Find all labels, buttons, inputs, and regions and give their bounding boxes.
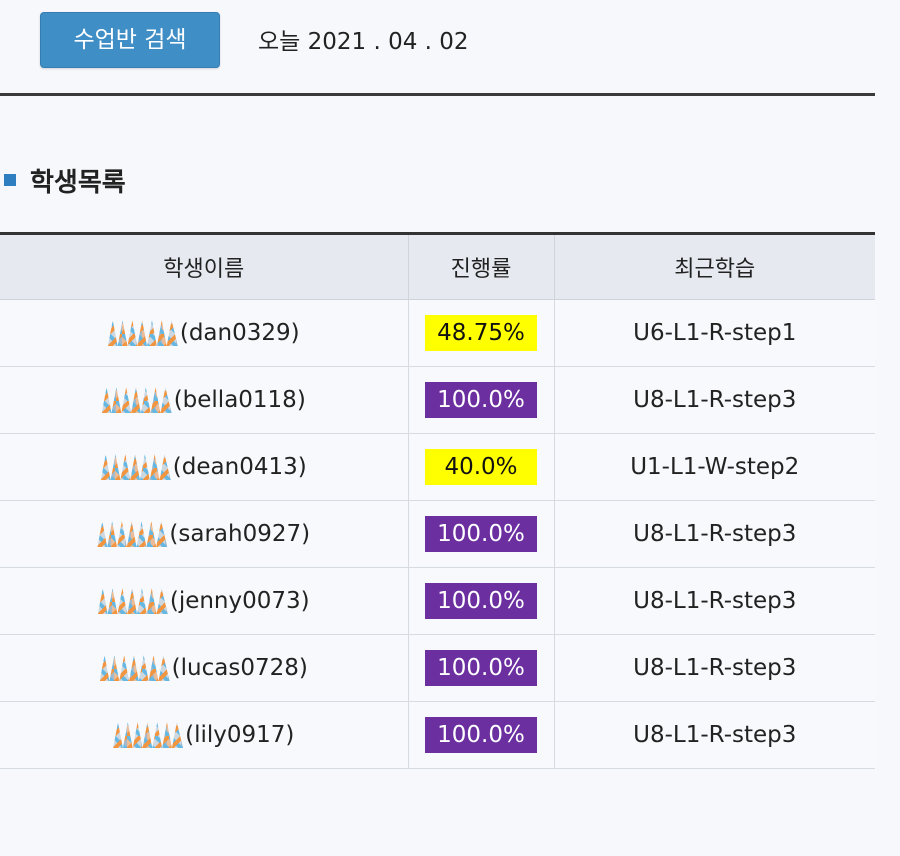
- student-id: (lily0917): [185, 721, 295, 748]
- student-id: (lucas0728): [171, 654, 308, 681]
- section-title: 학생목록: [30, 167, 126, 198]
- progress-cell: 100.0%: [408, 500, 555, 568]
- top-bar: 수업반 검색 오늘 2021 . 04 . 02: [0, 0, 900, 95]
- progress-cell: 40.0%: [408, 433, 555, 501]
- progress-badge: 48.75%: [425, 315, 537, 351]
- recent-study-cell: U8-L1-R-step3: [554, 701, 875, 769]
- class-search-button[interactable]: 수업반 검색: [40, 12, 220, 68]
- student-name-cell[interactable]: (bella0118): [0, 366, 409, 434]
- student-name-cell[interactable]: (dan0329): [0, 299, 409, 367]
- progress-badge: 100.0%: [425, 650, 537, 686]
- table-row[interactable]: (jenny0073) 100.0% U8-L1-R-step3: [0, 567, 875, 635]
- progress-cell: 48.75%: [408, 299, 555, 367]
- progress-badge: 100.0%: [425, 382, 537, 418]
- student-name-cell[interactable]: (lucas0728): [0, 634, 409, 702]
- column-header-progress: 진행률: [408, 233, 555, 300]
- recent-study-cell: U8-L1-R-step3: [554, 567, 875, 635]
- masked-name-icon: [97, 588, 168, 615]
- student-id: (bella0118): [173, 386, 306, 413]
- masked-name-icon: [97, 521, 168, 548]
- masked-name-icon: [101, 387, 172, 414]
- student-name-cell[interactable]: (sarah0927): [0, 500, 409, 568]
- masked-name-icon: [107, 320, 178, 347]
- masked-name-icon: [99, 655, 170, 682]
- table-row[interactable]: (dan0329) 48.75% U6-L1-R-step1: [0, 299, 875, 367]
- table-row[interactable]: (lucas0728) 100.0% U8-L1-R-step3: [0, 634, 875, 702]
- progress-badge: 100.0%: [425, 583, 537, 619]
- today-date: 오늘 2021 . 04 . 02: [258, 29, 469, 55]
- progress-cell: 100.0%: [408, 567, 555, 635]
- student-name-cell[interactable]: (lily0917): [0, 701, 409, 769]
- table-header-row: 학생이름 진행률 최근학습: [0, 233, 875, 300]
- recent-study-cell: U8-L1-R-step3: [554, 366, 875, 434]
- column-header-recent-study: 최근학습: [554, 233, 875, 300]
- student-table: 학생이름 진행률 최근학습 (dan0329) 48.75% U6-L1-R-ste…: [0, 232, 875, 769]
- student-list-heading: 학생목록: [0, 160, 126, 200]
- table-row[interactable]: (bella0118) 100.0% U8-L1-R-step3: [0, 366, 875, 434]
- recent-study-cell: U6-L1-R-step1: [554, 299, 875, 367]
- recent-study-cell: U8-L1-R-step3: [554, 500, 875, 568]
- table-row[interactable]: (lily0917) 100.0% U8-L1-R-step3: [0, 701, 875, 769]
- column-header-student-name: 학생이름: [0, 233, 409, 300]
- student-name-cell[interactable]: (dean0413): [0, 433, 409, 501]
- progress-badge: 100.0%: [425, 516, 537, 552]
- table-row[interactable]: (dean0413) 40.0% U1-L1-W-step2: [0, 433, 875, 501]
- student-id: (dan0329): [179, 319, 300, 346]
- progress-cell: 100.0%: [408, 634, 555, 702]
- student-name-cell[interactable]: (jenny0073): [0, 567, 409, 635]
- student-id: (jenny0073): [169, 587, 310, 614]
- recent-study-cell: U8-L1-R-step3: [554, 634, 875, 702]
- masked-name-icon: [113, 722, 184, 749]
- header-divider: [0, 93, 875, 96]
- student-id: (dean0413): [172, 453, 307, 480]
- student-id: (sarah0927): [169, 520, 311, 547]
- masked-name-icon: [100, 454, 171, 481]
- progress-cell: 100.0%: [408, 701, 555, 769]
- table-row[interactable]: (sarah0927) 100.0% U8-L1-R-step3: [0, 500, 875, 568]
- progress-badge: 40.0%: [425, 449, 537, 485]
- progress-badge: 100.0%: [425, 717, 537, 753]
- progress-cell: 100.0%: [408, 366, 555, 434]
- square-bullet-icon: [4, 174, 16, 186]
- recent-study-cell: U1-L1-W-step2: [554, 433, 875, 501]
